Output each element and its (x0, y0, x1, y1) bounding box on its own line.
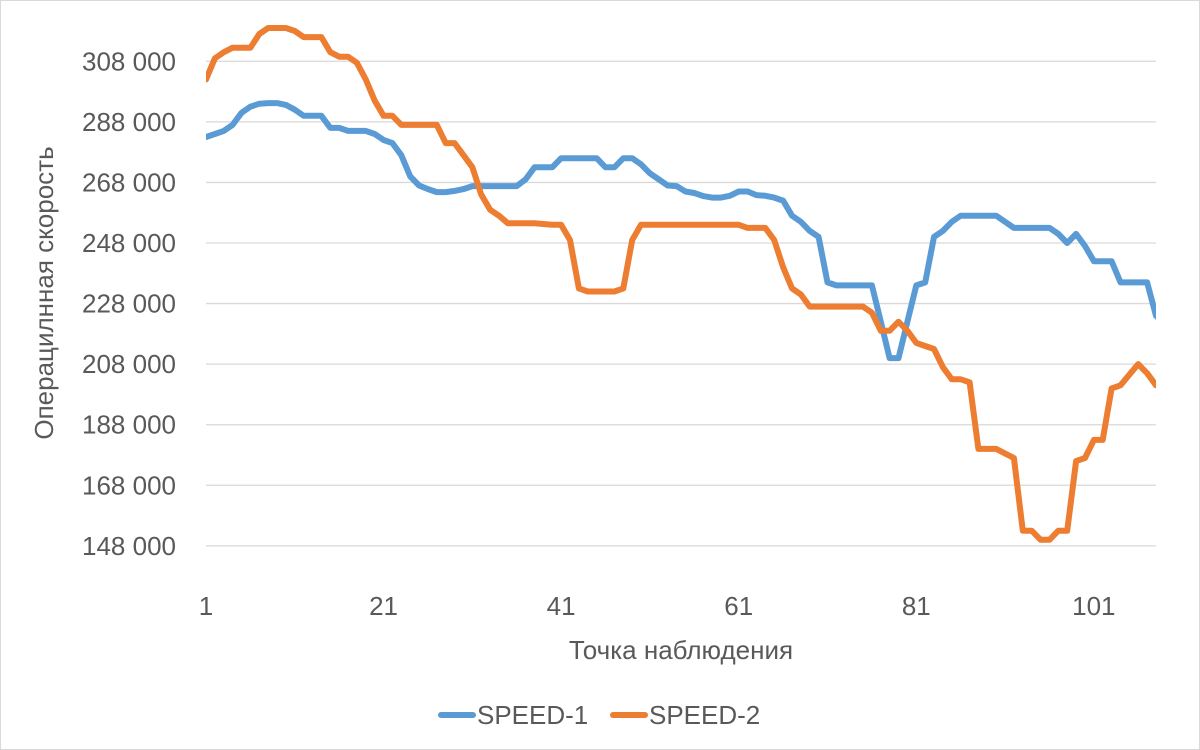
y-tick-label: 168 000 (82, 470, 176, 500)
y-tick-label: 248 000 (82, 228, 176, 258)
legend-label-speed-2: SPEED-2 (649, 700, 760, 730)
x-axis-title: Точка наблюдения (569, 635, 793, 665)
x-tick-label: 101 (1072, 591, 1115, 621)
y-tick-label: 148 000 (82, 531, 176, 561)
legend: SPEED-1 SPEED-2 (438, 700, 760, 730)
x-tick-label: 1 (199, 591, 213, 621)
y-tick-label: 208 000 (82, 349, 176, 379)
series-lines (206, 25, 1156, 543)
series-line-speed-2 (206, 25, 1156, 543)
x-tick-label: 81 (902, 591, 931, 621)
x-tick-label: 41 (547, 591, 576, 621)
y-tick-label: 268 000 (82, 167, 176, 197)
y-axis-ticks: 148 000 168 000 188 000 208 000 228 000 248 0… (82, 46, 176, 561)
series-line-speed-1 (206, 100, 1156, 362)
x-tick-label: 21 (369, 591, 398, 621)
y-tick-label: 288 000 (82, 107, 176, 137)
legend-label-speed-1: SPEED-1 (477, 700, 588, 730)
x-axis-ticks: 1 21 41 61 81 101 (199, 591, 1116, 621)
x-tick-label: 61 (724, 591, 753, 621)
gridlines (206, 60, 1156, 547)
y-axis-title: Операцилнная скорость (29, 146, 59, 439)
y-tick-label: 308 000 (82, 46, 176, 76)
y-tick-label: 228 000 (82, 289, 176, 319)
y-tick-label: 188 000 (82, 410, 176, 440)
